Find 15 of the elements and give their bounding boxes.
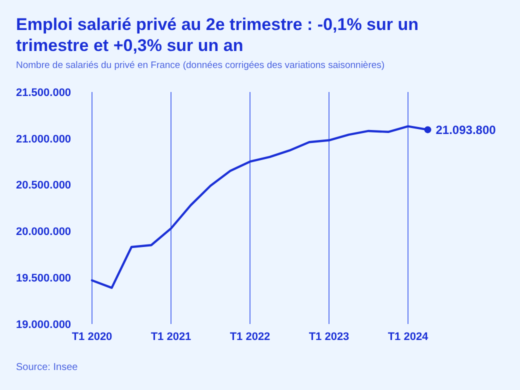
source-note: Source: Insee bbox=[16, 362, 78, 373]
x-tick-label: T1 2023 bbox=[308, 331, 350, 343]
x-tick-label: T1 2020 bbox=[72, 331, 112, 343]
x-tick-label: T1 2022 bbox=[230, 331, 270, 343]
y-tick-label: 21.500.000 bbox=[16, 86, 72, 99]
y-tick-label: 19.000.000 bbox=[16, 318, 72, 331]
data-label: 21.093.800 bbox=[436, 122, 496, 137]
x-tick-label: T1 2024 bbox=[388, 331, 430, 343]
y-tick-label: 21.000.000 bbox=[16, 133, 72, 146]
x-tick-label: T1 2021 bbox=[150, 331, 192, 343]
y-tick-label: 20.500.000 bbox=[16, 180, 72, 192]
chart-subtitle: Nombre de salariés du privé en France (données corrigées des variations saisonnières) bbox=[16, 60, 385, 71]
chart-title: Emploi salarié privé au 2e trimestre : -0,1% sur un trimestre et +0,3% sur un an bbox=[16, 15, 418, 55]
y-tick-label: 20.000.000 bbox=[16, 226, 72, 238]
y-tick-label: 19.500.000 bbox=[16, 272, 72, 284]
